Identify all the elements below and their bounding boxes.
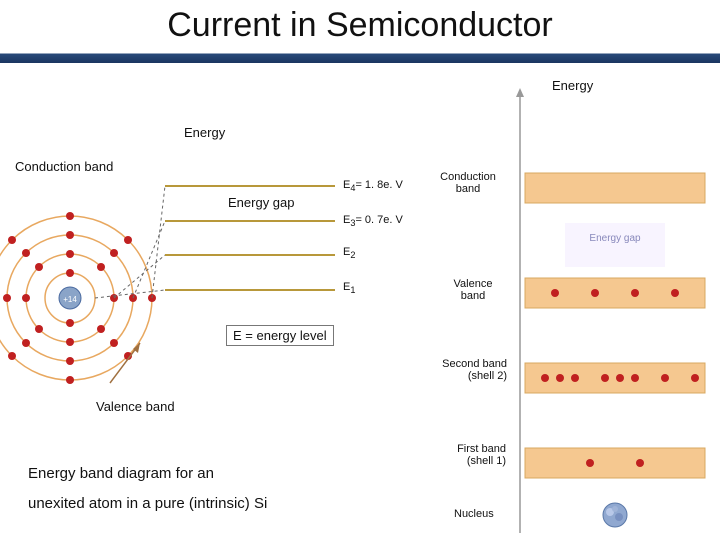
label-conduction-left: Conduction band bbox=[15, 159, 113, 174]
svg-text:Energy gap: Energy gap bbox=[589, 233, 641, 244]
label-valence-left: Valence band bbox=[96, 399, 175, 414]
content-area: Energy Energy +14 bbox=[0, 63, 720, 540]
label-e1: E1 bbox=[343, 281, 355, 295]
band-diagram: Energy gap bbox=[510, 83, 720, 540]
atom-diagram: +14 bbox=[0, 103, 360, 463]
caption-line1: Energy band diagram for an bbox=[28, 465, 214, 482]
label-e3: E3= 0. 7e. V bbox=[343, 214, 403, 228]
label-energy-gap: Energy gap bbox=[228, 195, 295, 210]
label-first-band: First band(shell 1) bbox=[436, 443, 506, 467]
header-bar: Current in Semiconductor bbox=[0, 0, 720, 63]
label-e4: E4= 1. 8e. V bbox=[343, 179, 403, 193]
label-conduction-right: Conductionband bbox=[428, 171, 508, 195]
label-valence-right: Valenceband bbox=[438, 278, 508, 302]
caption-line2: unexited atom in a pure (intrinsic) Si bbox=[28, 495, 267, 512]
label-e2: E2 bbox=[343, 246, 355, 260]
label-nucleus: Nucleus bbox=[454, 508, 494, 520]
label-second-band: Second band(shell 2) bbox=[422, 358, 507, 382]
label-e-equals: E = energy level bbox=[226, 325, 334, 346]
page-title: Current in Semiconductor bbox=[0, 6, 720, 45]
svg-text:+14: +14 bbox=[63, 295, 77, 304]
